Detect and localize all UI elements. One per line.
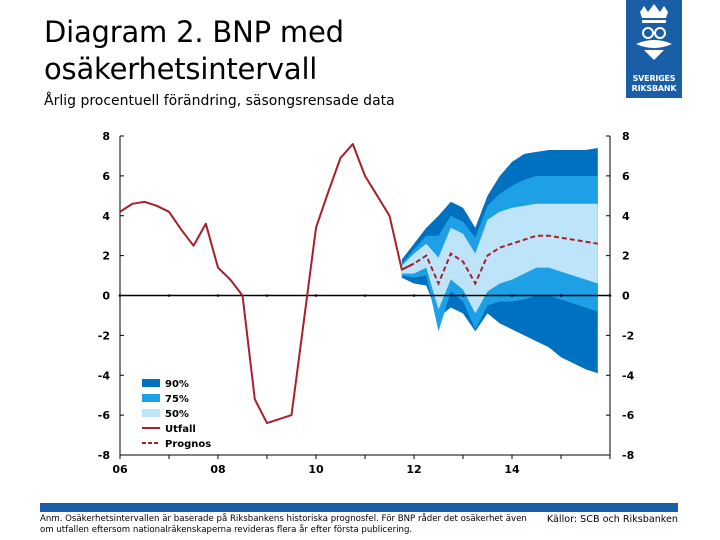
y-tick-label-left: 0 <box>102 290 110 303</box>
zero-line-tick <box>412 294 416 297</box>
actual-line <box>119 143 415 425</box>
legend-swatch-band75 <box>142 394 160 402</box>
y-tick-label-left: 6 <box>102 170 110 183</box>
source-note: Källor: SCB och Riksbanken <box>546 514 678 525</box>
y-tick-label-right: -8 <box>622 449 634 462</box>
riksbank-logo: SVERIGES RIKSBANK <box>626 0 682 98</box>
zero-line-tick <box>461 294 465 297</box>
legend-swatch-band50 <box>142 409 160 417</box>
legend-label-band50: 50% <box>165 409 189 420</box>
page-title: Diagram 2. BNP med osäkerhetsintervall <box>44 15 344 86</box>
chart-subtitle: Årlig procentuell förändring, säsongsren… <box>44 93 395 109</box>
x-tick-label: 14 <box>504 463 520 476</box>
logo-line-2: RIKSBANK <box>631 84 677 93</box>
zero-line-tick <box>363 294 367 297</box>
chart-lines <box>119 143 598 425</box>
zero-line-tick <box>608 294 612 297</box>
y-tick-label-left: -8 <box>98 449 110 462</box>
y-tick-label-right: 6 <box>622 170 630 183</box>
legend-label-band90: 90% <box>165 379 189 390</box>
y-tick-label-left: -6 <box>98 409 111 422</box>
y-tick-label-right: 8 <box>622 130 630 143</box>
x-tick-label: 12 <box>406 463 421 476</box>
zero-line-tick <box>510 294 514 297</box>
y-tick-label-right: -6 <box>622 409 635 422</box>
zero-line-tick <box>167 294 171 297</box>
zero-line-tick <box>265 294 269 297</box>
zero-line-tick <box>559 294 563 297</box>
logo-line-1: SVERIGES <box>632 74 676 83</box>
gdp-chart: 8 86 64 42 20 0-2 -2-4 -4-6 -6-8 -806 08 10 12 14 90%… <box>98 130 635 476</box>
zero-line-tick <box>216 294 220 297</box>
y-tick-label-left: 2 <box>102 250 110 263</box>
band-50 <box>401 203 598 314</box>
footer-bar <box>40 503 678 512</box>
y-tick-label-right: -2 <box>622 329 634 342</box>
y-tick-label-left: -4 <box>98 369 111 382</box>
x-tick-label: 08 <box>210 463 225 476</box>
zero-line-tick <box>118 294 122 297</box>
x-tick-label: 10 <box>308 463 324 476</box>
zero-line-tick <box>314 294 318 297</box>
y-tick-label-right: 4 <box>622 210 630 223</box>
legend-label-actual: Utfall <box>165 424 196 435</box>
forecast-line <box>401 234 598 287</box>
y-tick-label-right: -4 <box>622 369 635 382</box>
legend-label-forecast: Prognos <box>165 439 211 450</box>
y-tick-label-left: 4 <box>102 210 110 223</box>
y-tick-label-left: -2 <box>98 329 110 342</box>
legend-swatch-band90 <box>142 379 160 387</box>
chart-axes: 8 86 64 42 20 0-2 -2-4 -4-6 -6-8 -806 08 10 12 14 <box>98 130 635 476</box>
x-tick-label: 06 <box>112 463 128 476</box>
legend-label-band75: 75% <box>165 394 189 405</box>
y-tick-label-right: 0 <box>622 290 630 303</box>
chart-legend: 90% 75% 50% Utfall Prognos <box>142 379 211 450</box>
crown-emblem-icon <box>636 4 672 60</box>
uncertainty-bands <box>401 148 598 374</box>
y-tick-label-left: 8 <box>102 130 110 143</box>
footnote: Anm. Osäkerhetsintervallen är baserade p… <box>40 514 527 535</box>
y-tick-label-right: 2 <box>622 250 630 263</box>
